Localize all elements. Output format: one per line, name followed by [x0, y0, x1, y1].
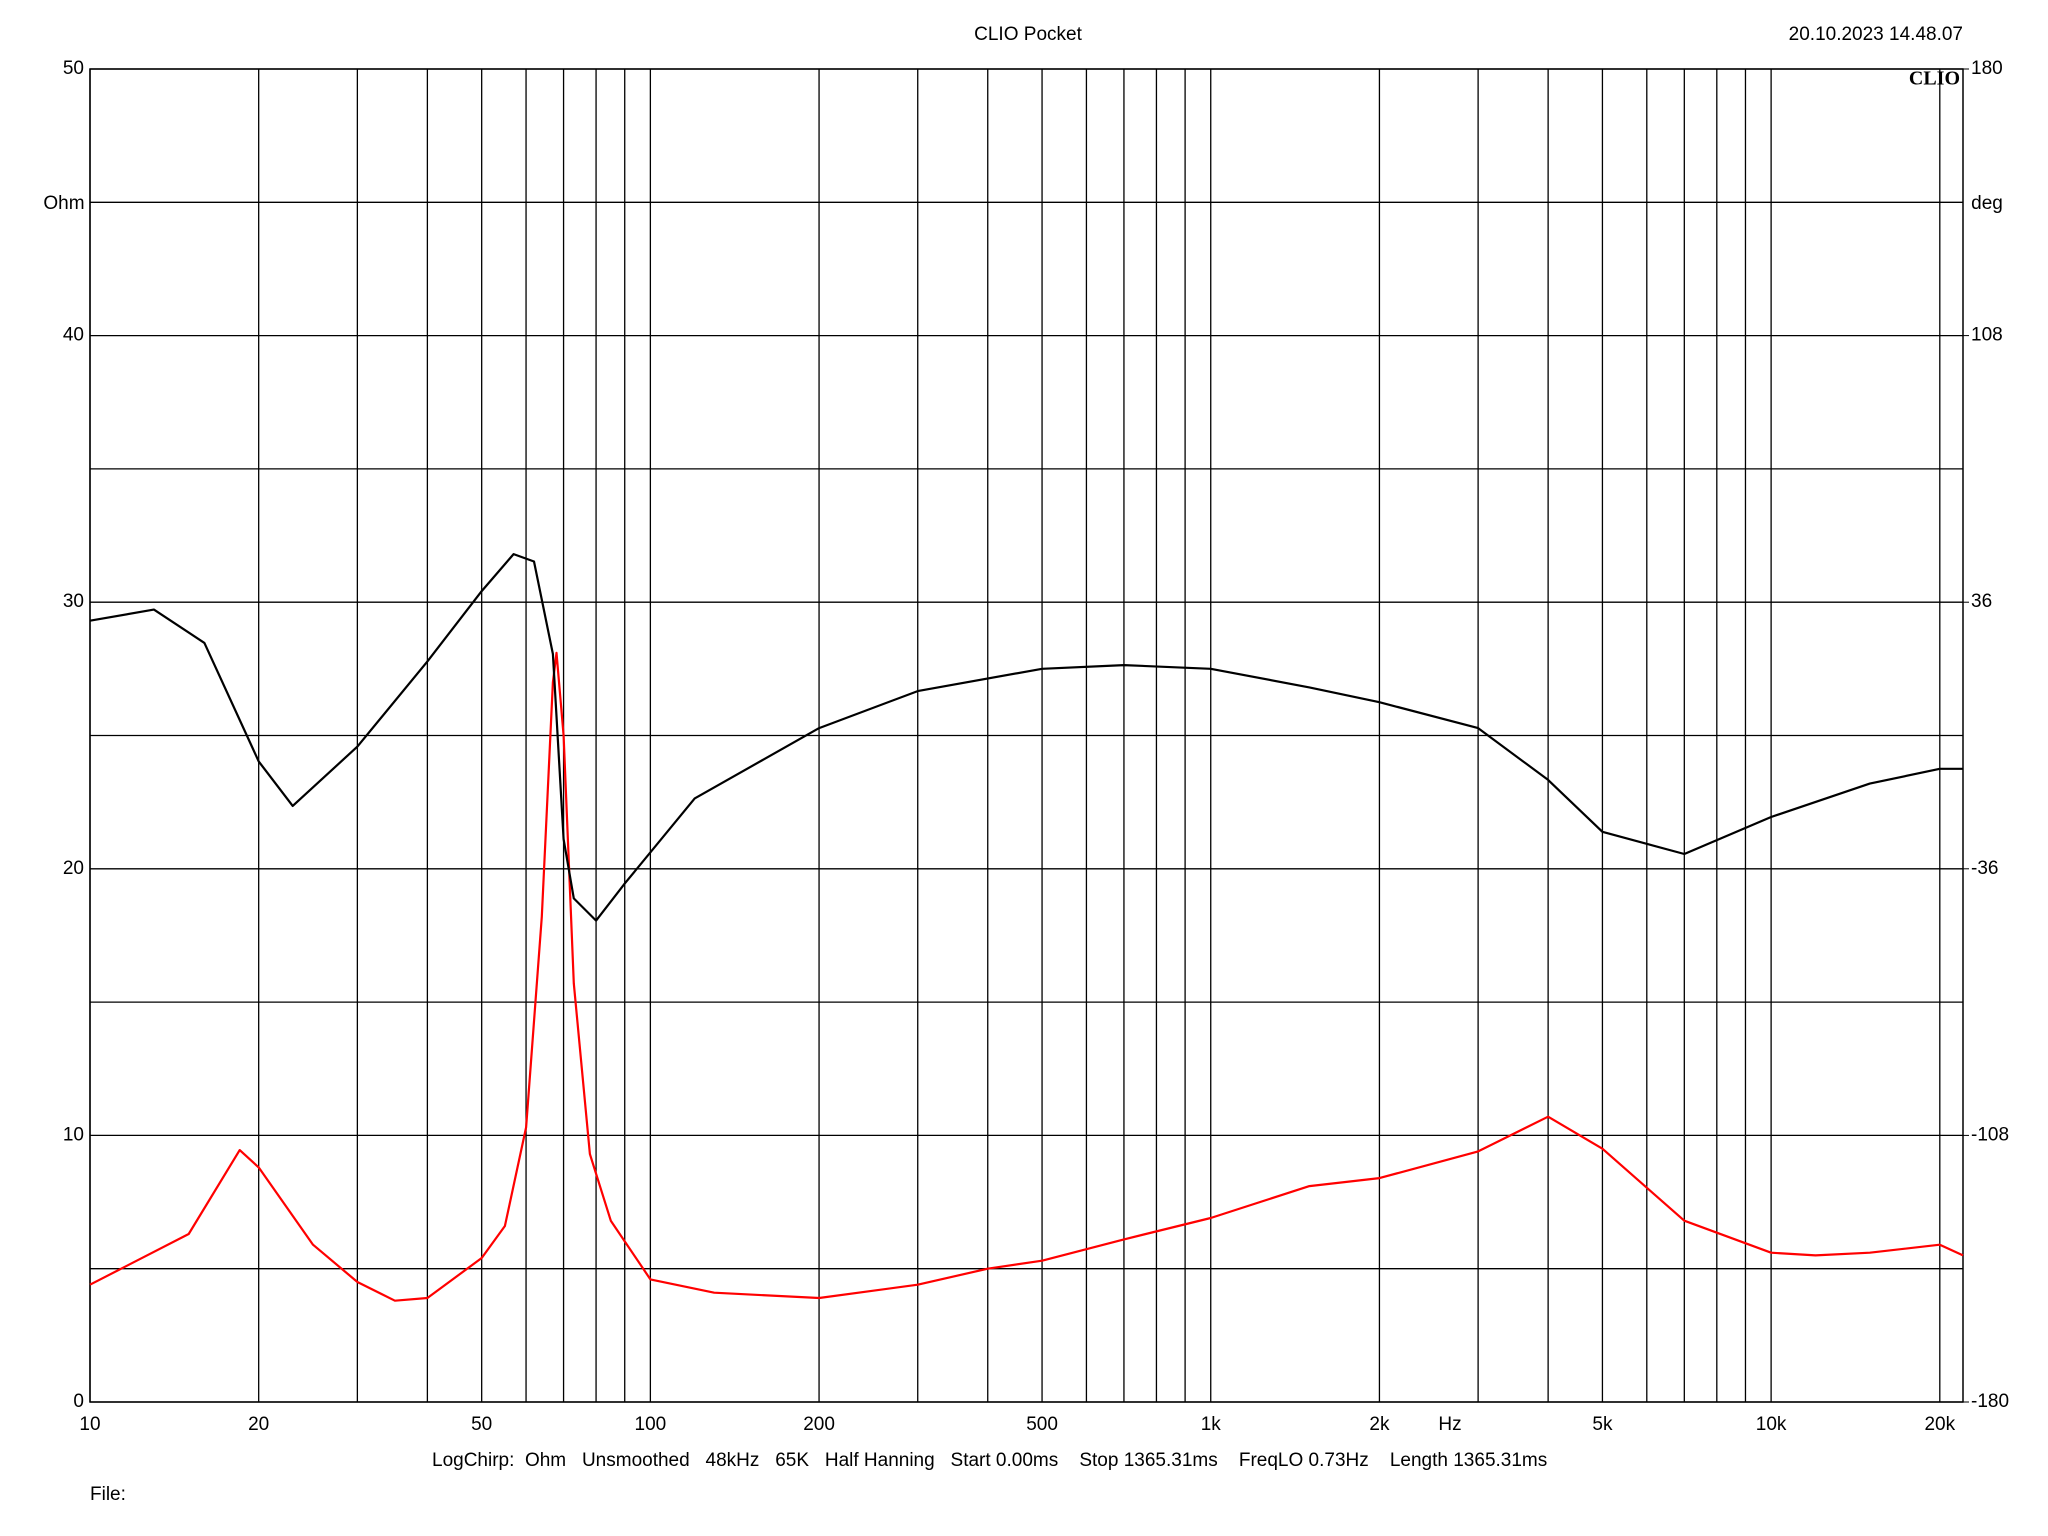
- x-tick-label: 100: [635, 1414, 667, 1435]
- x-tick-label: 10k: [1756, 1414, 1787, 1435]
- x-tick-label: 2k: [1369, 1414, 1390, 1435]
- y2-tick-label: -180: [1971, 1391, 2009, 1412]
- file-label: File:: [90, 1484, 126, 1505]
- y-axis-label: Ohm: [43, 193, 84, 214]
- logo: CLIO: [1909, 68, 1960, 90]
- data-line: [89, 553, 1963, 922]
- y2-tick-label: -108: [1971, 1124, 2009, 1145]
- x-tick-label: 5k: [1592, 1414, 1613, 1435]
- y2-tick-label: 108: [1971, 325, 2003, 346]
- data-line: [89, 651, 1964, 1302]
- x-tick-label: 1k: [1201, 1414, 1222, 1435]
- timestamp: 20.10.2023 14.48.07: [1789, 24, 1963, 45]
- y2-tick-label: -36: [1971, 858, 1998, 879]
- plot-frame: [89, 68, 1964, 1403]
- y2-tick-label: 180: [1971, 58, 2003, 79]
- x-tick-label: 200: [803, 1414, 835, 1435]
- y2-axis-label: deg: [1971, 193, 2003, 214]
- y2-tick-label: 36: [1971, 591, 1992, 612]
- x-tick-label: 20k: [1924, 1414, 1955, 1435]
- footer: LogChirp: Ohm Unsmoothed 48kHz 65K Half …: [432, 1450, 1547, 1471]
- x-tick-label: 50: [471, 1414, 492, 1435]
- x-tick-label: 10: [79, 1414, 100, 1435]
- x-axis-label: Hz: [1438, 1414, 1461, 1435]
- x-tick-label: 500: [1026, 1414, 1058, 1435]
- y-tick-label: 10: [63, 1124, 84, 1145]
- y-tick-label: 40: [63, 325, 84, 346]
- y-tick-label: 30: [63, 591, 84, 612]
- y-tick-label: 0: [73, 1391, 84, 1412]
- chart-title: CLIO Pocket: [974, 24, 1082, 45]
- y-tick-label: 50: [63, 58, 84, 79]
- x-tick-label: 20: [248, 1414, 269, 1435]
- y-tick-label: 20: [63, 858, 84, 879]
